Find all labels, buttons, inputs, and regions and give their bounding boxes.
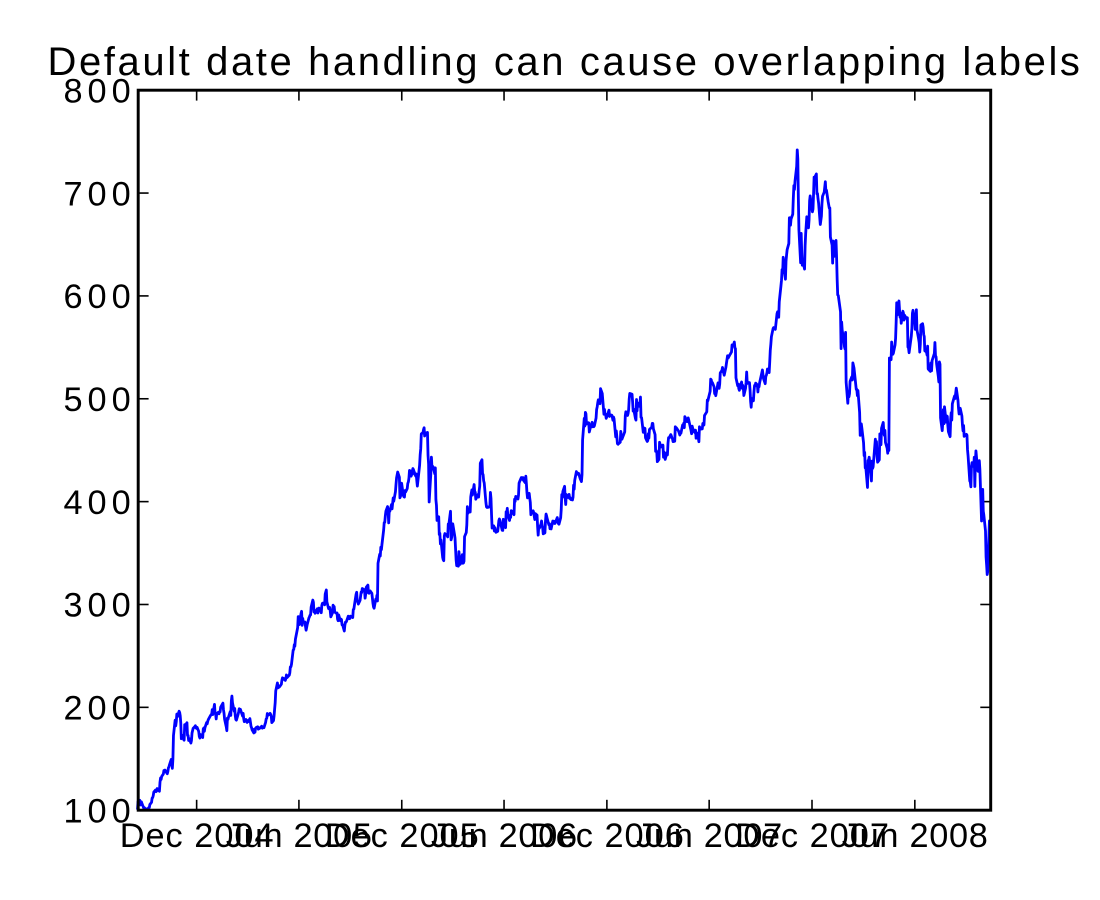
svg-text:Jun 2007: Jun 2007 xyxy=(636,817,783,855)
svg-text:600: 600 xyxy=(63,278,135,316)
svg-text:Jun 2006: Jun 2006 xyxy=(431,817,578,855)
svg-text:700: 700 xyxy=(63,175,135,213)
svg-text:Default date handling can caus: Default date handling can cause overlapp… xyxy=(47,40,1082,84)
svg-text:Dec 2006: Dec 2006 xyxy=(530,817,685,855)
svg-text:Dec 2007: Dec 2007 xyxy=(735,817,890,855)
svg-text:500: 500 xyxy=(63,381,135,419)
svg-text:Jun 2008: Jun 2008 xyxy=(842,817,989,855)
svg-text:Jun 2005: Jun 2005 xyxy=(226,817,373,855)
svg-text:300: 300 xyxy=(63,587,135,625)
svg-text:400: 400 xyxy=(63,484,135,522)
svg-text:100: 100 xyxy=(63,792,135,830)
svg-text:800: 800 xyxy=(63,72,135,110)
svg-text:Dec 2005: Dec 2005 xyxy=(325,817,480,855)
svg-text:200: 200 xyxy=(63,690,135,728)
svg-text:Dec 2004: Dec 2004 xyxy=(120,817,275,855)
